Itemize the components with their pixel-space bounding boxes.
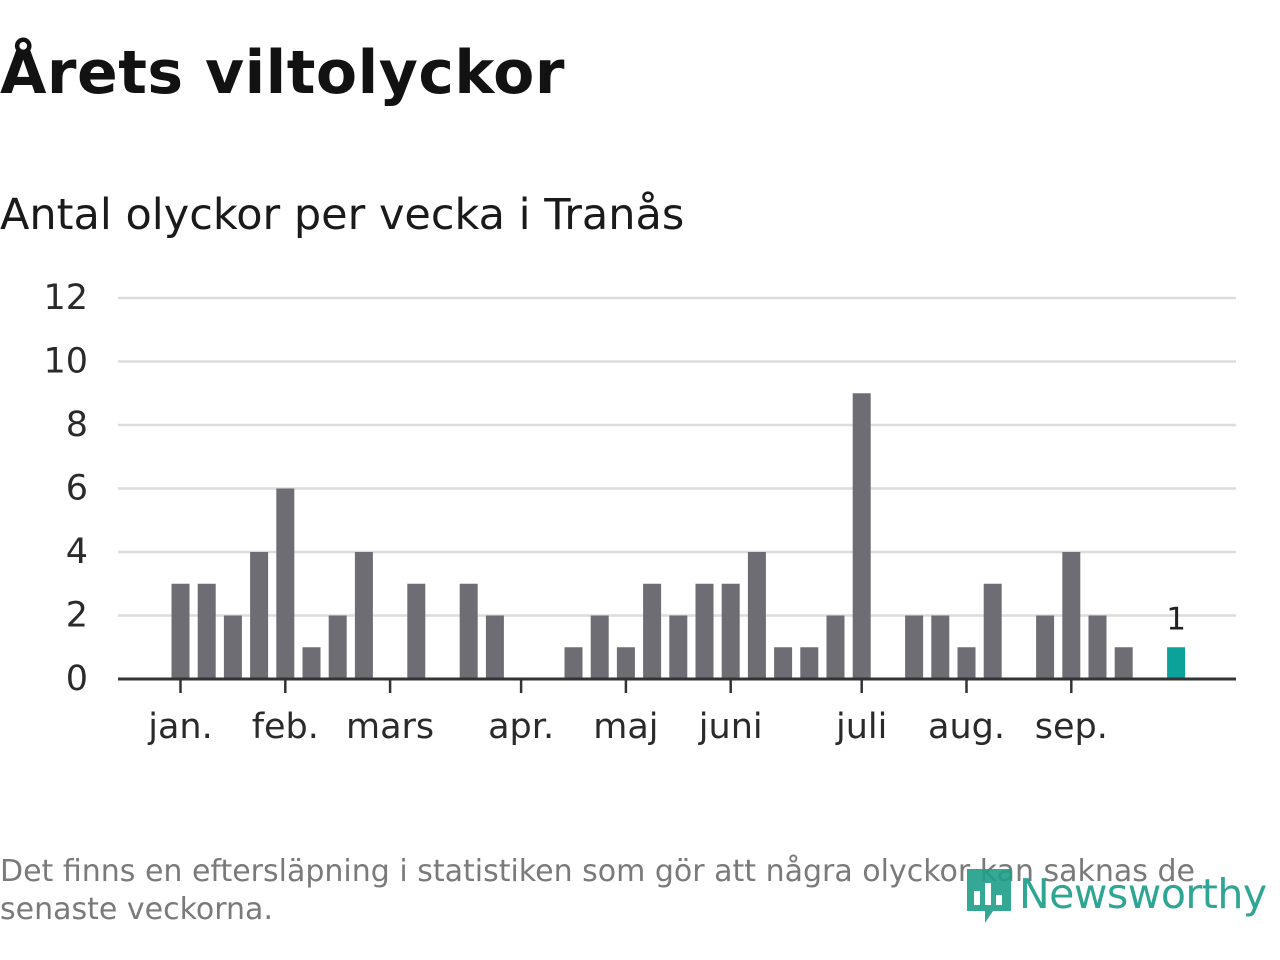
bar-week-12 bbox=[459, 583, 478, 679]
bar-week-21 bbox=[695, 583, 714, 679]
bar-week-2 bbox=[197, 583, 216, 679]
bar-week-36 bbox=[1088, 615, 1107, 679]
y-tick-label-12: 12 bbox=[43, 278, 88, 318]
y-tick-label-0: 0 bbox=[66, 659, 88, 699]
data-label-highlight: 1 bbox=[1166, 601, 1186, 637]
bar-week-25 bbox=[800, 647, 819, 679]
x-tick-label-sep.: sep. bbox=[1035, 707, 1108, 747]
bar-week-32 bbox=[983, 583, 1002, 679]
bar-week-29 bbox=[905, 615, 924, 679]
bar-week-18 bbox=[616, 647, 635, 679]
bar-week-31 bbox=[957, 647, 976, 679]
y-tick-label-8: 8 bbox=[66, 405, 88, 445]
bar-week-27 bbox=[852, 393, 871, 679]
bar-week-3 bbox=[223, 615, 242, 679]
bar-week-30 bbox=[931, 615, 950, 679]
bar-week-23 bbox=[747, 552, 766, 679]
annotations: 1 bbox=[1166, 601, 1186, 637]
newsworthy-logo-text: Newsworthy bbox=[1019, 870, 1267, 918]
y-tick-label-2: 2 bbox=[66, 596, 88, 636]
y-tick-label-4: 4 bbox=[66, 532, 88, 572]
bar-week-5 bbox=[276, 488, 295, 679]
bar-week-4 bbox=[250, 552, 269, 679]
y-tick-label-10: 10 bbox=[43, 342, 88, 382]
bar-week-16 bbox=[564, 647, 583, 679]
chart-subtitle: Antal olyckor per vecka i Tranås bbox=[0, 190, 685, 240]
bar-week-1 bbox=[171, 583, 190, 679]
bar-week-6 bbox=[302, 647, 321, 679]
newsworthy-logo-icon bbox=[967, 869, 1011, 923]
newsworthy-logo: Newsworthy bbox=[963, 858, 1278, 930]
x-tick-label-juli: juli bbox=[835, 707, 887, 747]
x-axis: jan. feb. mars apr. maj juni juli aug. sep. bbox=[118, 677, 1236, 747]
bar-week-17 bbox=[590, 615, 609, 679]
bar-week-26 bbox=[826, 615, 845, 679]
bar-week-8 bbox=[354, 552, 373, 679]
bar-week-13 bbox=[485, 615, 504, 679]
bar-week-22 bbox=[721, 583, 740, 679]
x-tick-label-maj: maj bbox=[593, 707, 658, 747]
bar-week-39 bbox=[1167, 647, 1186, 679]
bar-week-35 bbox=[1062, 552, 1081, 679]
bars bbox=[171, 393, 1186, 679]
x-tick-label-jan.: jan. bbox=[147, 707, 212, 747]
y-tick-label-6: 6 bbox=[66, 469, 88, 509]
bar-chart: 0 2 4 6 8 10 12 jan. feb. mars apr. maj juni juli aug… bbox=[43, 278, 1236, 747]
chart-title: Årets viltolyckor bbox=[0, 38, 565, 108]
y-axis-ticks: 0 2 4 6 8 10 12 bbox=[43, 278, 88, 699]
bar-week-37 bbox=[1114, 647, 1133, 679]
bar-week-34 bbox=[1036, 615, 1055, 679]
bar-week-7 bbox=[328, 615, 347, 679]
x-tick-label-juni: juni bbox=[698, 707, 763, 747]
x-tick-label-mars: mars bbox=[346, 707, 434, 747]
bar-week-24 bbox=[774, 647, 793, 679]
x-tick-label-feb.: feb. bbox=[252, 707, 319, 747]
x-tick-label-aug.: aug. bbox=[928, 707, 1005, 747]
x-tick-label-apr.: apr. bbox=[488, 707, 554, 747]
bar-week-19 bbox=[643, 583, 662, 679]
bar-week-20 bbox=[669, 615, 688, 679]
bar-week-10 bbox=[407, 583, 426, 679]
